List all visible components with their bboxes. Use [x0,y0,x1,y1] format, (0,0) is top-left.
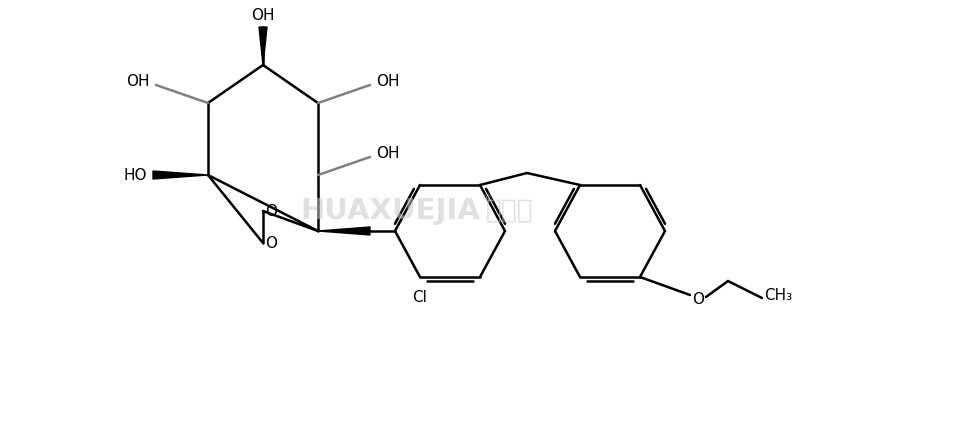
Text: O: O [692,291,703,307]
Text: O: O [265,203,276,218]
Text: Cl: Cl [412,289,427,304]
Text: OH: OH [126,74,149,89]
Text: CH₃: CH₃ [763,288,791,303]
Text: 化学加: 化学加 [486,198,533,224]
Polygon shape [318,227,369,235]
Text: OH: OH [376,74,400,89]
Text: O: O [265,236,276,250]
Polygon shape [152,171,208,179]
Text: HO: HO [123,167,147,183]
Text: OH: OH [251,8,275,23]
Polygon shape [259,27,267,65]
Text: OH: OH [376,145,400,160]
Text: ®: ® [481,194,492,204]
Text: HUAXUEJIA: HUAXUEJIA [300,197,480,225]
